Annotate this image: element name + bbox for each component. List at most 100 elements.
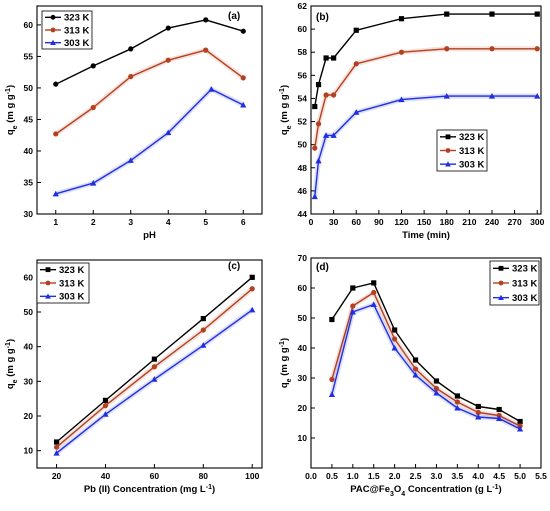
series-line (314, 95, 538, 197)
data-point (315, 81, 322, 88)
y-axis-label: qe (m g g-1) (279, 338, 293, 388)
legend-marker (498, 294, 504, 300)
data-point (489, 46, 495, 52)
x-tick-label: 60 (352, 217, 362, 227)
y-tick-label: 60 (298, 283, 308, 293)
x-tick-label: 60 (150, 471, 160, 481)
x-axis-label-text: PAC@Fe (350, 484, 390, 495)
legend-label: 303 K (459, 159, 484, 170)
data-point (240, 28, 246, 34)
data-point (350, 285, 356, 291)
series-band (55, 86, 245, 197)
series-line (55, 19, 244, 85)
data-point (371, 280, 377, 286)
series-line (55, 49, 244, 135)
data-point (102, 411, 109, 417)
legend-label: 313 K (459, 146, 484, 157)
x-axis-label: Pb (II) Concentration (mg L-1) (84, 484, 215, 496)
legend-label: 303 K (59, 292, 84, 303)
data-point (350, 303, 356, 309)
y-axis-label-text: q (5, 383, 16, 389)
x-axis-label: pH (143, 230, 156, 241)
data-point (127, 157, 134, 163)
y-axis-label: qe (m g g-1) (5, 85, 19, 135)
y-tick-label: 35 (24, 177, 34, 187)
y-tick-label: 30 (24, 376, 34, 386)
y-axis-label-unit: (m g g (279, 94, 290, 125)
legend-marker (50, 27, 56, 33)
data-point (412, 366, 419, 372)
series-323-k (53, 17, 246, 87)
x-tick-label: 0.5 (326, 471, 338, 481)
data-point (249, 274, 255, 280)
series-303-k (53, 306, 256, 456)
x-tick-label: 40 (101, 471, 111, 481)
data-point (489, 11, 495, 17)
plot-frame (310, 5, 542, 215)
y-tick-label: 58 (298, 47, 308, 57)
legend-label: 323 K (459, 132, 484, 143)
series-313-k (329, 289, 523, 429)
x-axis-label: Time (min) (402, 230, 450, 241)
legend-label: 303 K (64, 38, 89, 49)
data-point (323, 92, 329, 98)
data-point (353, 109, 360, 115)
x-tick-label: 80 (199, 471, 209, 481)
legend-marker (498, 280, 504, 286)
y-axis-label-unit: (m g g (5, 348, 16, 379)
data-point (349, 308, 356, 315)
data-point (392, 327, 398, 333)
x-tick-label: 100 (245, 471, 259, 481)
x-tick-label: 3 (128, 217, 133, 227)
y-axis-label-close: ) (5, 85, 16, 88)
data-point (371, 289, 377, 296)
series-323-k (53, 274, 255, 445)
panel-label: (d) (316, 262, 329, 273)
legend-label: 303 K (512, 293, 537, 304)
x-tick-label: 90 (374, 217, 384, 227)
x-axis-label-rest: Concentration (g L (405, 484, 492, 495)
panel-label: (c) (228, 261, 240, 272)
series-323-k (329, 280, 523, 425)
plot-frame (36, 5, 263, 215)
series-313-k (312, 46, 540, 151)
legend-marker (445, 161, 451, 167)
chart-panel-2: 0 30 60 90 120 150 180 210 240 270 300 44 46 48 50 52 54… (279, 1, 545, 241)
data-point (370, 301, 377, 307)
x-tick-label: 2.5 (410, 471, 422, 481)
series-line (55, 88, 244, 195)
data-point (52, 190, 59, 197)
x-tick-label: 2 (91, 217, 96, 227)
x-tick-label: 4 (166, 217, 171, 227)
data-point (200, 315, 206, 322)
data-point (534, 93, 541, 99)
y-axis-label-sup: -1 (279, 341, 286, 347)
x-tick-label: 150 (417, 217, 431, 227)
series-band (329, 302, 522, 432)
data-point (315, 157, 322, 164)
series-313-k (53, 286, 255, 450)
data-point (329, 316, 335, 323)
y-axis-label-close: ) (279, 338, 290, 341)
data-point (200, 342, 207, 348)
data-point (315, 121, 322, 127)
data-point (53, 444, 60, 450)
x-axis-label-sub2: 4 (401, 491, 405, 498)
y-tick-label: 48 (298, 163, 308, 173)
data-point (454, 404, 461, 411)
x-axis-label-close: ) (499, 484, 502, 495)
y-axis-label: qe (m g g-1) (279, 85, 293, 135)
series-303-k (52, 86, 247, 197)
data-point (200, 327, 206, 333)
legend-label: 323 K (512, 264, 537, 275)
y-axis-label-text: q (279, 129, 290, 135)
legend-marker (50, 39, 56, 45)
data-point (454, 399, 460, 405)
x-tick-label: 3.5 (451, 471, 463, 481)
x-axis-label-mid: O (394, 484, 401, 495)
x-tick-label: 4.0 (472, 471, 484, 481)
data-point (475, 409, 481, 416)
data-point (454, 393, 460, 399)
